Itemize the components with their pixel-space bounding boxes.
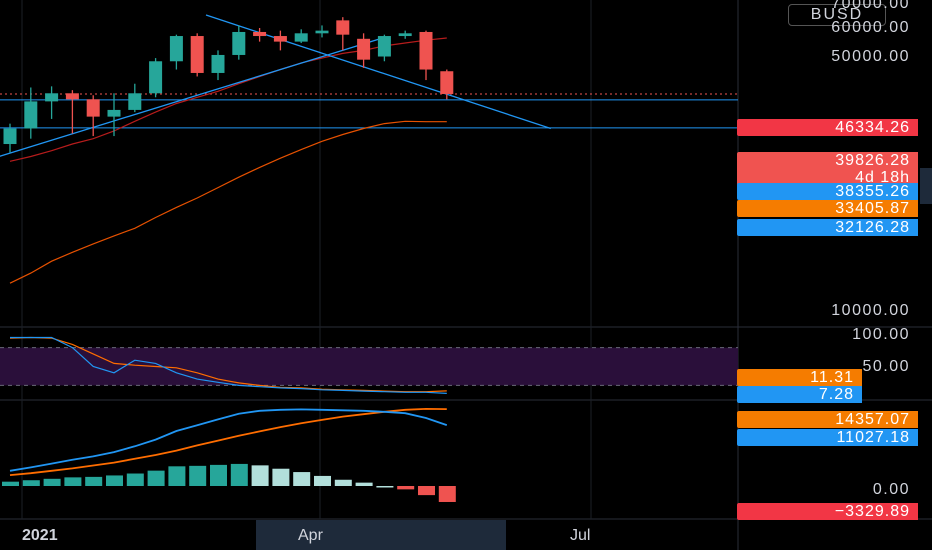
price-axis-label: 10000.00 xyxy=(831,302,910,319)
candle-body xyxy=(232,31,246,55)
price-tag: 33405.87 xyxy=(737,200,918,217)
candle-body xyxy=(440,71,454,94)
time-axis-label: Jul xyxy=(570,527,591,544)
macd-histogram-bar xyxy=(334,479,352,486)
price-axis-label: 70000.00 xyxy=(831,0,910,12)
macd-value-tag: 14357.07 xyxy=(737,411,918,428)
macd-histogram-bar xyxy=(230,463,248,486)
stoch-axis-label: 100.00 xyxy=(852,326,910,343)
candle-body xyxy=(45,93,59,102)
time-axis-label: 2021 xyxy=(22,527,58,544)
stoch-value-tag: 11.31 xyxy=(737,369,862,386)
macd-histogram-bar xyxy=(106,475,123,486)
candle-body xyxy=(169,36,183,62)
candle-body xyxy=(65,93,79,100)
macd-histogram-bar xyxy=(397,486,415,490)
macd-histogram-bar xyxy=(168,466,186,486)
macd-value-tag: 11027.18 xyxy=(737,429,918,446)
price-tag: 32126.28 xyxy=(737,219,918,236)
candle-body xyxy=(357,38,371,60)
macd-histogram-bar xyxy=(64,477,82,486)
candle-body xyxy=(336,20,350,35)
macd-histogram-bar xyxy=(251,465,269,486)
trendline xyxy=(0,36,385,157)
macd-histogram-bar xyxy=(355,482,373,486)
candle-body xyxy=(128,93,142,110)
currency-button[interactable]: BUSD xyxy=(788,4,886,26)
candle-body xyxy=(3,128,17,145)
candle-body xyxy=(294,33,308,42)
macd-histogram-bar xyxy=(314,475,331,486)
candle-body xyxy=(211,54,225,73)
price-tag: 46334.26 xyxy=(737,119,918,136)
macd-histogram-bar xyxy=(438,486,456,502)
macd-histogram-bar xyxy=(22,480,40,486)
stoch-band xyxy=(0,347,738,386)
candle-body xyxy=(377,36,391,57)
price-axis-label: 50000.00 xyxy=(831,48,910,66)
macd-histogram-bar xyxy=(147,470,165,486)
macd-axis-label: 0.00 xyxy=(872,481,910,498)
stoch-k-line xyxy=(10,336,447,394)
stoch-axis-label: 50.00 xyxy=(862,357,910,375)
candle-body xyxy=(190,36,204,73)
candle-body xyxy=(107,109,121,117)
macd-histogram-bar xyxy=(272,468,290,486)
candle-body xyxy=(149,61,163,94)
price-tag: 39826.28 4d 18h xyxy=(737,152,918,186)
candle-body xyxy=(419,31,433,70)
ma-fast-line xyxy=(9,37,447,162)
candle-body xyxy=(398,33,412,37)
candle-body xyxy=(273,36,287,42)
macd-line xyxy=(9,408,448,472)
time-axis-label: Apr xyxy=(298,527,323,544)
price-tag: 38355.26 xyxy=(737,183,918,200)
macd-histogram-bar xyxy=(189,465,207,486)
macd-histogram-bar xyxy=(210,464,227,486)
macd-histogram-bar xyxy=(126,473,144,486)
macd-value-tag: −3329.89 xyxy=(737,503,918,520)
candle-body xyxy=(86,99,100,117)
time-range-highlight xyxy=(256,520,506,550)
macd-histogram-bar xyxy=(418,486,435,496)
macd-histogram-bar xyxy=(293,472,311,486)
macd-histogram-bar xyxy=(2,481,19,486)
candle-body xyxy=(315,30,329,34)
macd-signal-line xyxy=(9,407,447,476)
candle-body xyxy=(24,101,38,129)
price-axis-label: 60000.00 xyxy=(831,19,910,37)
price-tag-countdown: 4d 18h xyxy=(855,169,910,186)
ma-slow-line xyxy=(9,120,447,284)
price-range-highlight xyxy=(920,168,932,204)
macd-histogram-bar xyxy=(376,486,394,488)
stoch-value-tag: 7.28 xyxy=(737,386,862,403)
macd-histogram-bar xyxy=(43,478,61,486)
stoch-d-line xyxy=(9,336,447,393)
macd-histogram-bar xyxy=(85,476,103,486)
candle-body xyxy=(253,31,267,37)
